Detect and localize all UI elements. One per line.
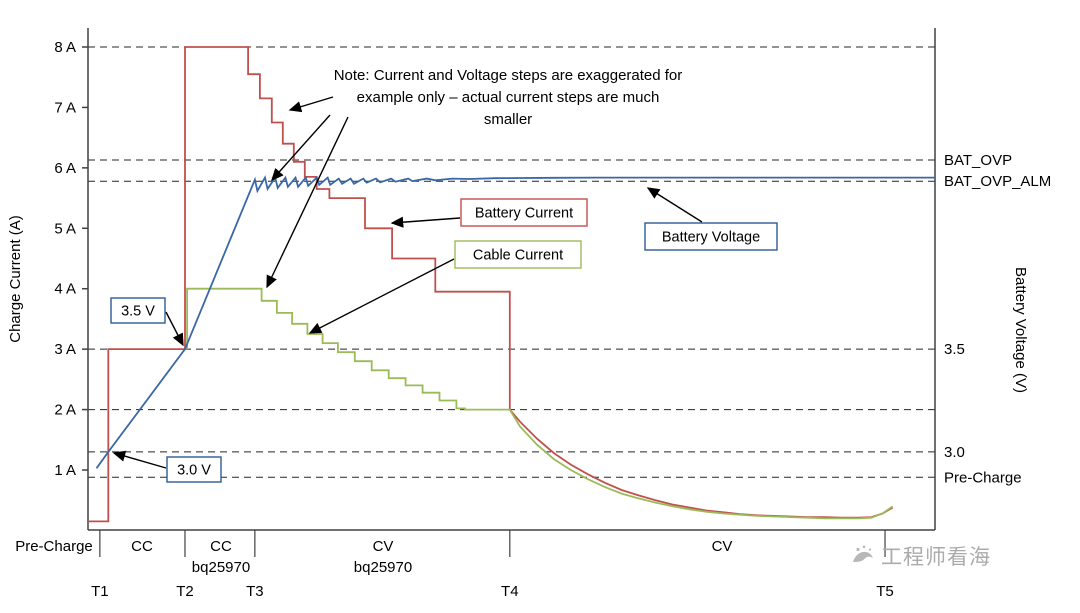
annotation-arrow: [266, 116, 349, 289]
note-text: example only – actual current steps are …: [357, 89, 660, 106]
time-marker-label: T1: [91, 583, 109, 600]
left-tick-label: 6 A: [54, 160, 76, 177]
left-tick-label: 1 A: [54, 462, 76, 479]
watermark-text: 工程师看海: [881, 546, 991, 569]
callout-box-3-0-v: [166, 456, 222, 483]
time-marker-label: T5: [876, 583, 894, 600]
annotation-arrow: [288, 96, 334, 113]
wave-splash-icon: [850, 543, 876, 569]
right-threshold-label: 3.0: [944, 444, 965, 461]
annotation-arrow: [646, 187, 703, 223]
left-tick-label: 5 A: [54, 220, 76, 237]
annotation-arrow: [271, 114, 331, 182]
phase-label: CC: [131, 538, 153, 555]
annotation-arrow: [390, 216, 461, 228]
phase-label: CV: [373, 538, 394, 555]
note-text: Note: Current and Voltage steps are exag…: [334, 67, 683, 84]
annotation-arrow: [112, 450, 167, 469]
callout-label: Battery Voltage: [662, 230, 760, 246]
right-threshold-label: Pre-Charge: [944, 469, 1022, 486]
right-threshold-label: 3.5: [944, 341, 965, 358]
phase-label: Pre-Charge: [15, 538, 93, 555]
left-tick-label: 7 A: [54, 99, 76, 116]
phase-sublabel: bq25970: [192, 559, 250, 576]
callout-box-battery-current: [460, 198, 588, 227]
right-axis-title: Battery Voltage (V): [1012, 267, 1029, 393]
callout-label: 3.0 V: [177, 463, 211, 479]
callout-box-battery-voltage: [644, 222, 778, 251]
phase-label: CV: [712, 538, 733, 555]
annotation-arrow: [165, 311, 184, 347]
phase-sublabel: bq25970: [354, 559, 412, 576]
callout-label: Cable Current: [473, 248, 563, 264]
left-tick-label: 4 A: [54, 281, 76, 298]
time-marker-label: T3: [246, 583, 264, 600]
note-text: smaller: [484, 111, 532, 128]
right-threshold-label: BAT_OVP: [944, 152, 1012, 169]
left-tick-label: 8 A: [54, 39, 76, 56]
left-tick-label: 2 A: [54, 402, 76, 419]
callout-label: 3.5 V: [121, 304, 155, 320]
time-marker-label: T4: [501, 583, 519, 600]
callout-box-cable-current: [454, 240, 582, 269]
series-battery-voltage: [95, 175, 935, 469]
phase-label: CC: [210, 538, 232, 555]
right-threshold-label: BAT_OVP_ALM: [944, 173, 1051, 190]
time-marker-label: T2: [176, 583, 194, 600]
watermark: 工程师看海: [850, 541, 991, 571]
series-cable-current: [186, 287, 894, 520]
annotation-arrow: [308, 258, 455, 334]
left-axis-title: Charge Current (A): [7, 215, 24, 343]
callout-label: Battery Current: [475, 206, 573, 222]
left-tick-label: 3 A: [54, 341, 76, 358]
callout-box-3-5-v: [110, 297, 166, 324]
